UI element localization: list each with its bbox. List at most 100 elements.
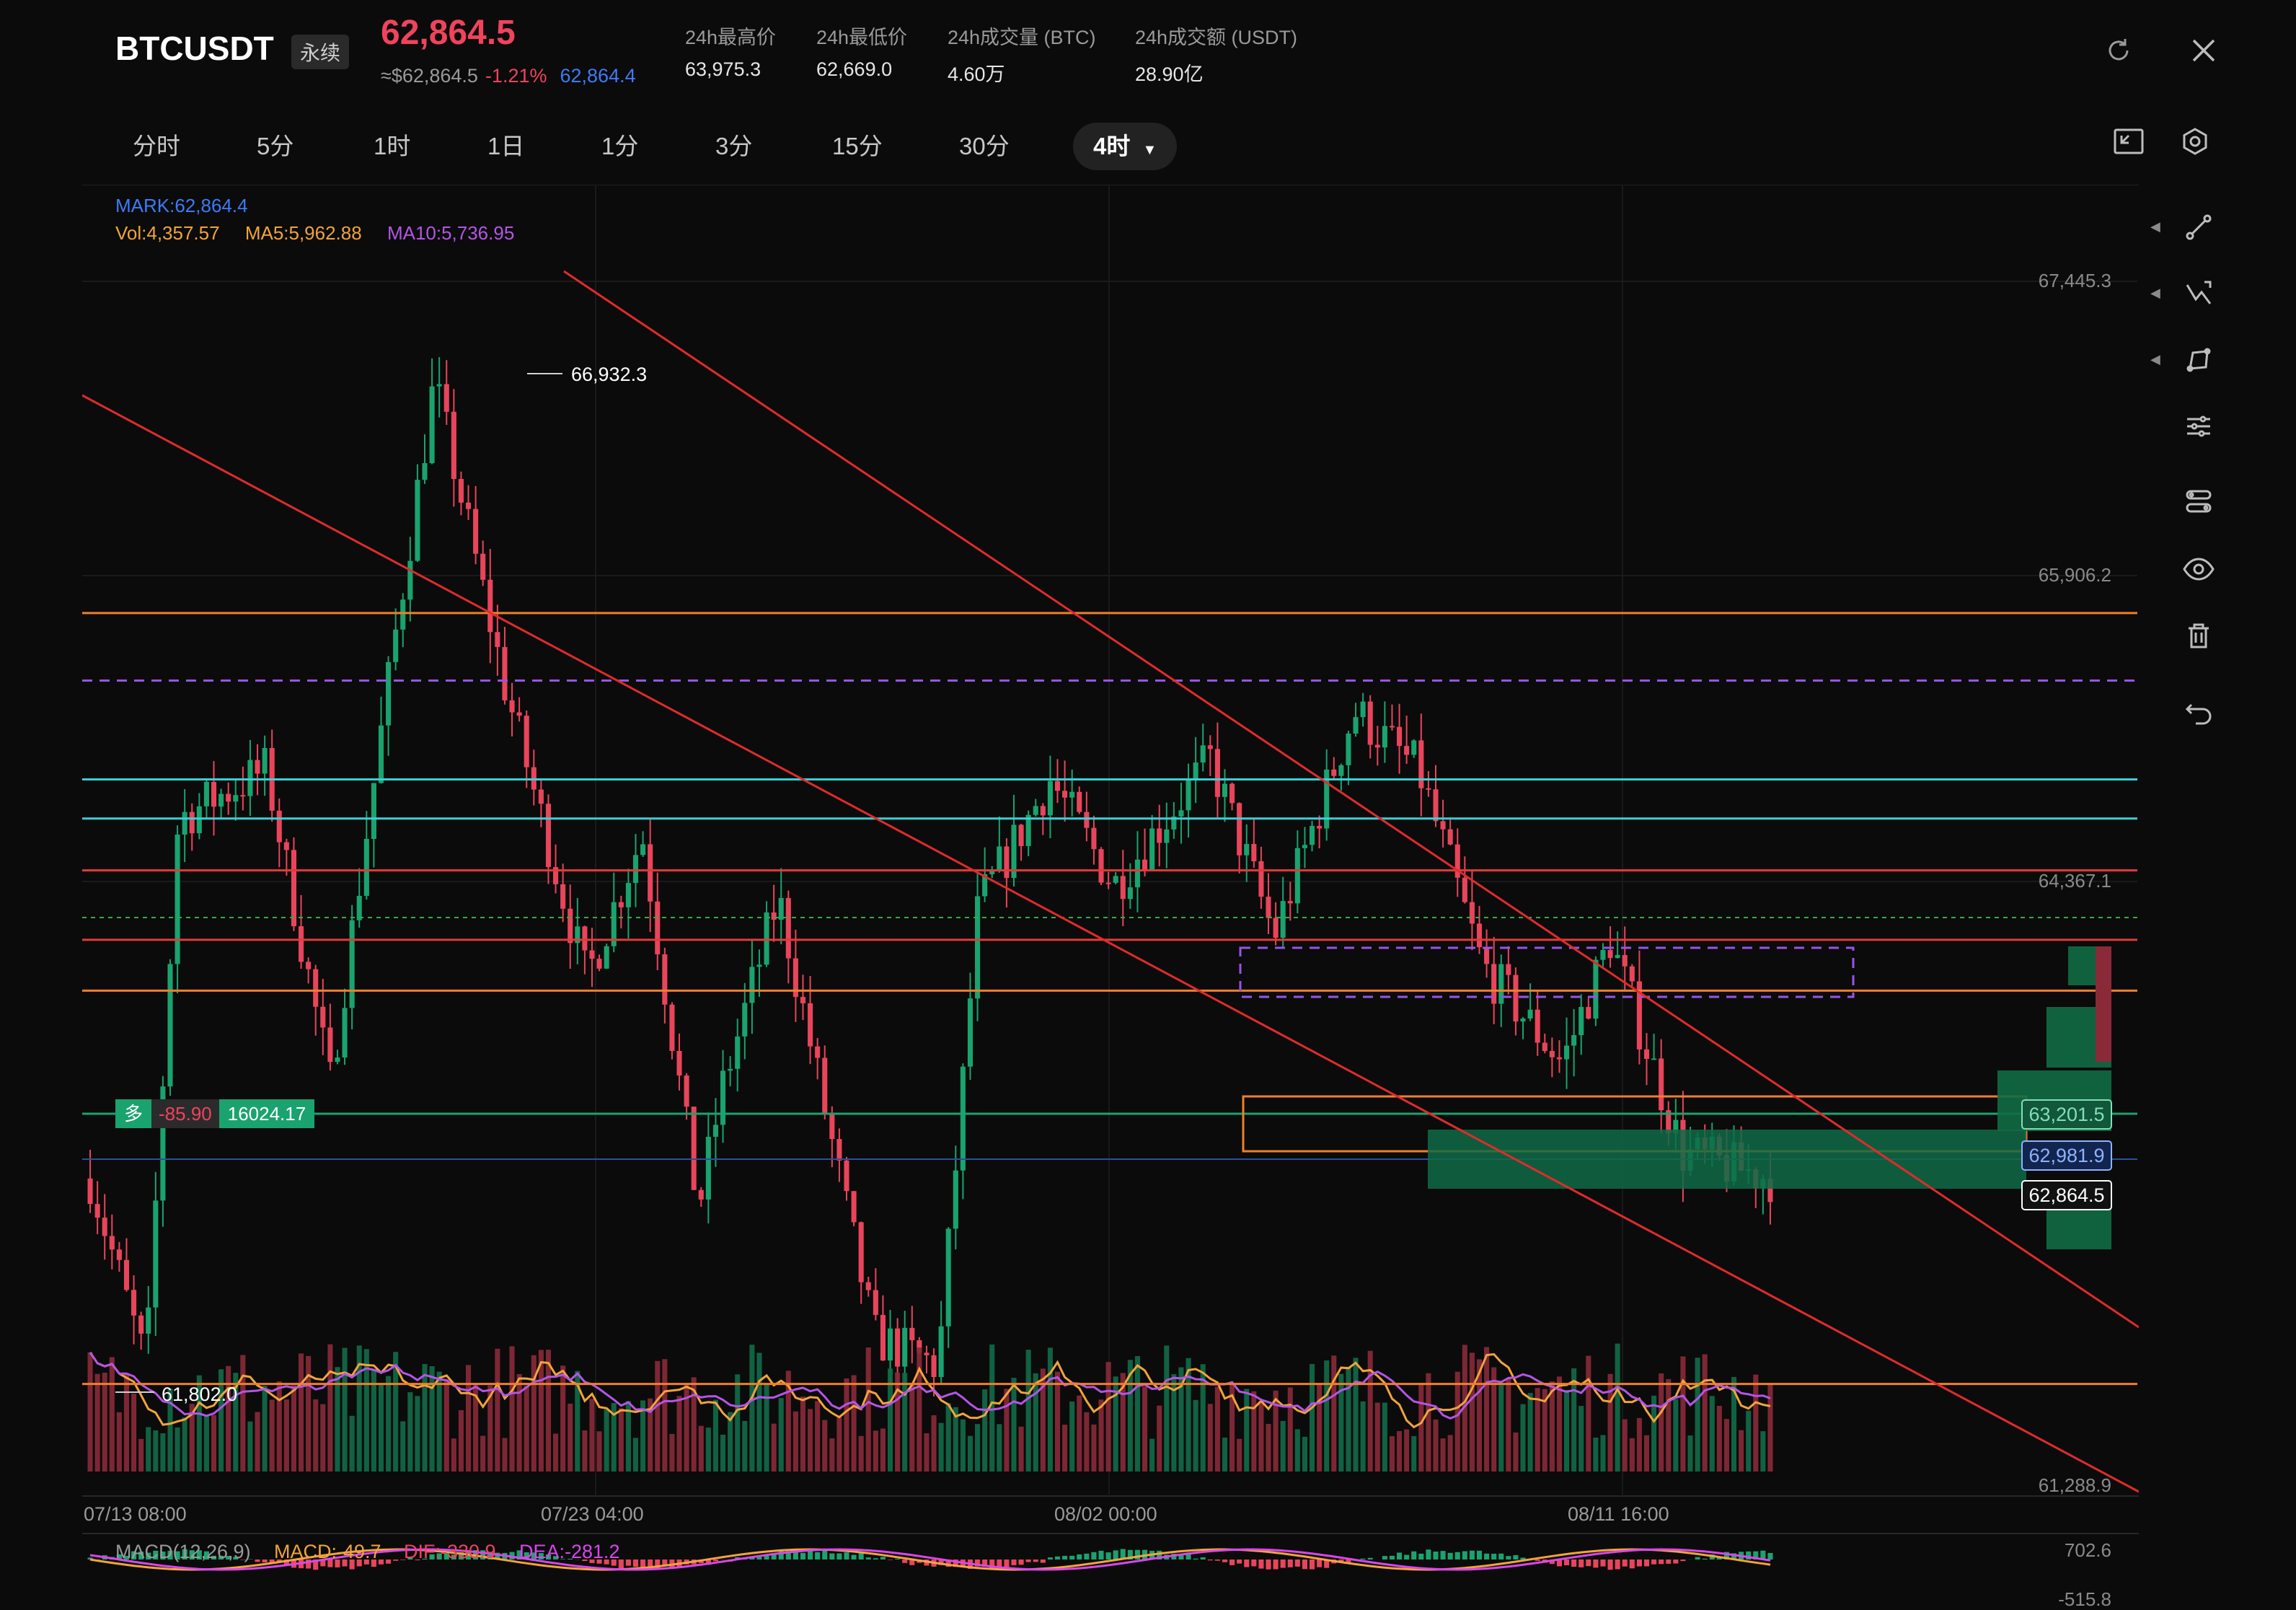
refresh-icon[interactable] [2098, 30, 2139, 71]
shape-tool-icon[interactable]: ◀ [2150, 335, 2224, 385]
volume-bar [1484, 1347, 1490, 1472]
candle-body [669, 1004, 675, 1051]
close-icon[interactable] [2184, 30, 2224, 71]
volume-bar [262, 1386, 268, 1472]
macd-bar [196, 1550, 202, 1560]
candle-body [1607, 950, 1613, 959]
macd-dif-line [89, 1548, 1771, 1571]
candle-body [422, 463, 428, 480]
y-axis-tick: 64,367.1 [2039, 870, 2111, 892]
volume-bar [1629, 1438, 1635, 1472]
macd-bar [1360, 1558, 1366, 1560]
macd-bar [1651, 1560, 1657, 1565]
volume-bar [909, 1382, 915, 1472]
macd-bar [211, 1555, 217, 1560]
candle-body [473, 509, 479, 554]
trend-tool-icon[interactable]: ◀ [2150, 268, 2224, 319]
candle-body [1484, 947, 1490, 964]
macd-bar [640, 1560, 646, 1570]
tab-timeframe-1m[interactable]: 1分 [601, 133, 639, 159]
volume-bar [102, 1372, 107, 1472]
chart-canvas[interactable]: 66,932.3 61,802.0 67,445.3 65,906.2 64,367.1… [82, 185, 2139, 1610]
macd-bar [873, 1558, 878, 1560]
candle-body [1404, 746, 1410, 755]
macd-bar [625, 1560, 631, 1566]
undo-icon[interactable] [2173, 687, 2224, 737]
volume-bar [1498, 1385, 1504, 1472]
position-badge[interactable]: 多 -85.90 16024.17 [115, 1099, 315, 1128]
volume-bar [676, 1396, 682, 1472]
candle-body [146, 1307, 151, 1334]
stat-value: 28.90亿 [1135, 63, 1204, 85]
tab-timeframe-5m[interactable]: 5分 [257, 133, 294, 159]
tab-timeframe-3m[interactable]: 3分 [715, 133, 753, 159]
candle-body [320, 1006, 326, 1028]
symbol-title[interactable]: BTCUSDT [115, 30, 274, 67]
volume-bar [1171, 1374, 1177, 1472]
volume-bar [1527, 1393, 1533, 1472]
macd-bar [815, 1552, 821, 1560]
macd-bar [538, 1553, 544, 1560]
volume-bar [1302, 1436, 1307, 1472]
candle-body [611, 902, 617, 946]
macd-bar [371, 1560, 376, 1567]
macd-dea-line [89, 1548, 1771, 1571]
tab-timeframe-30m[interactable]: 30分 [959, 133, 1010, 159]
candle-body [1440, 821, 1446, 830]
candle-body [822, 1057, 828, 1114]
candle-body [1062, 791, 1068, 798]
delete-icon[interactable] [2173, 610, 2224, 661]
vol-value: Vol:4,357.57 [115, 222, 220, 244]
candle-body [1069, 791, 1075, 798]
volume-bar [1731, 1376, 1737, 1472]
tab-timeframe-1h[interactable]: 1时 [374, 133, 411, 159]
candle-body [1287, 901, 1293, 904]
volume-bar [480, 1435, 486, 1472]
macd-axis-tick: -515.8 [2058, 1588, 2111, 1610]
volume-bar [1397, 1430, 1403, 1472]
fullscreen-icon[interactable] [2109, 121, 2149, 162]
candle-body [502, 647, 508, 700]
line-tool-icon[interactable]: ◀ [2150, 202, 2224, 252]
macd-bar [1062, 1555, 1068, 1560]
macd-bar [1702, 1558, 1708, 1560]
volume-bar [335, 1367, 340, 1472]
layers-icon[interactable] [2173, 476, 2224, 527]
candle-body [829, 1113, 835, 1140]
volume-bar [1374, 1402, 1380, 1472]
volume-bar [1506, 1378, 1511, 1472]
candle-body [1011, 824, 1017, 879]
volume-bar [1105, 1362, 1111, 1472]
indicator-settings-icon[interactable] [2173, 401, 2224, 452]
volume-bar [1709, 1396, 1715, 1472]
candle-body [1666, 1110, 1672, 1133]
tab-timeframe-time[interactable]: 分时 [133, 133, 180, 159]
macd-bar [712, 1560, 718, 1562]
candle-body [982, 874, 988, 897]
candle-body [1513, 975, 1519, 1022]
volume-bar [1651, 1395, 1657, 1472]
macd-bar [1346, 1560, 1351, 1563]
volume-bar [938, 1422, 944, 1472]
candle-body [1353, 717, 1359, 734]
macd-bar [495, 1552, 500, 1560]
tab-timeframe-15m[interactable]: 15分 [832, 133, 883, 159]
volume-bar [407, 1392, 413, 1472]
last-price-tag-box [2021, 1180, 2112, 1210]
macd-bar [1564, 1560, 1570, 1565]
low-annotation: 61,802.0 [162, 1384, 237, 1405]
tab-timeframe-4h[interactable]: 4时 ▼ [1073, 123, 1178, 170]
chart-area[interactable]: 66,932.3 61,802.0 67,445.3 65,906.2 64,367.1… [82, 185, 2139, 1610]
macd-bar [596, 1560, 602, 1564]
visibility-icon[interactable] [2173, 544, 2224, 594]
volume-bar [632, 1438, 639, 1472]
volume-bar [1695, 1358, 1700, 1472]
macd-legend-macd: MACD:-49.7 [274, 1541, 381, 1562]
settings-icon[interactable] [2175, 121, 2215, 162]
candle-body [349, 920, 355, 1008]
quote-subline: ≈$62,864.5 -1.21% 62,864.4 [381, 65, 636, 87]
tab-timeframe-1d[interactable]: 1日 [487, 133, 525, 159]
macd-bar [203, 1551, 209, 1560]
stat-24h-high: 24h最高价 63,975.3 [685, 22, 776, 81]
volume-bar [1040, 1368, 1046, 1472]
